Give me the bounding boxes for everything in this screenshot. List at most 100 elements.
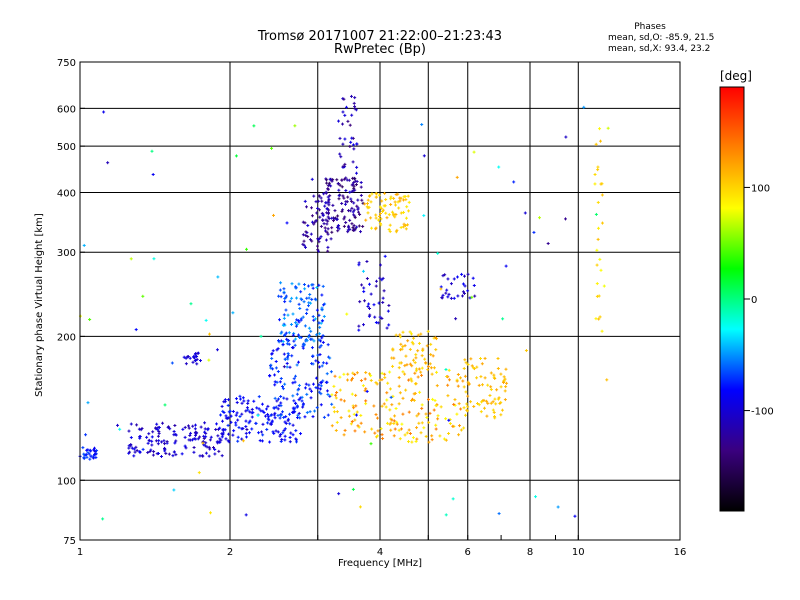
data-point <box>365 389 369 393</box>
data-point <box>400 427 404 431</box>
data-point <box>325 230 329 234</box>
data-point <box>343 215 347 219</box>
data-point <box>365 277 369 281</box>
data-point <box>279 439 283 443</box>
data-point <box>303 415 307 419</box>
data-point <box>146 451 150 455</box>
y-tick-label: 400 <box>57 188 76 199</box>
data-point <box>172 488 176 492</box>
data-point <box>317 240 321 244</box>
data-point <box>301 242 305 246</box>
data-point <box>446 394 450 398</box>
data-point <box>319 387 323 391</box>
data-point <box>359 379 363 383</box>
data-point <box>397 402 401 406</box>
data-point <box>320 336 324 340</box>
data-point <box>361 269 365 273</box>
data-point <box>141 294 145 298</box>
data-point <box>349 422 353 426</box>
data-point <box>279 432 283 436</box>
data-point <box>82 243 86 247</box>
data-point <box>435 370 439 374</box>
data-point <box>597 317 601 321</box>
data-point <box>335 225 339 229</box>
data-point <box>582 105 586 109</box>
data-point <box>281 410 285 414</box>
data-point <box>502 381 506 385</box>
data-point <box>282 428 286 432</box>
data-point <box>240 437 244 441</box>
data-point <box>480 400 484 404</box>
data-point <box>281 387 285 391</box>
data-point <box>172 429 176 433</box>
data-point <box>431 397 435 401</box>
data-point <box>275 348 279 352</box>
data-point <box>326 227 330 231</box>
data-point <box>298 416 302 420</box>
data-point <box>397 384 401 388</box>
data-point <box>486 383 490 387</box>
data-point <box>352 201 356 205</box>
data-point <box>444 513 448 517</box>
data-point <box>357 328 361 332</box>
data-point <box>294 337 298 341</box>
data-point <box>311 286 315 290</box>
data-point <box>242 399 246 403</box>
y-tick-label: 75 <box>63 536 76 547</box>
data-point <box>346 378 350 382</box>
data-point <box>276 430 280 434</box>
data-point <box>471 366 475 370</box>
data-point <box>338 388 342 392</box>
data-point <box>173 441 177 445</box>
data-point <box>226 423 230 427</box>
data-point <box>224 414 228 418</box>
data-point <box>403 433 407 437</box>
data-point <box>193 427 197 431</box>
data-point <box>265 427 269 431</box>
data-point <box>366 304 370 308</box>
data-point <box>475 376 479 380</box>
data-point <box>401 396 405 400</box>
data-point <box>135 449 139 453</box>
data-point <box>413 371 417 375</box>
data-point <box>151 453 155 457</box>
data-point <box>412 336 416 340</box>
data-point <box>352 147 356 151</box>
data-point <box>406 223 410 227</box>
data-point <box>219 413 223 417</box>
data-point <box>462 406 466 410</box>
data-point <box>479 357 483 361</box>
data-point <box>291 333 295 337</box>
data-point <box>463 374 467 378</box>
data-point <box>268 440 272 444</box>
data-point <box>392 419 396 423</box>
data-point <box>594 142 598 146</box>
data-point <box>231 409 235 413</box>
data-point <box>404 354 408 358</box>
data-point <box>501 317 505 321</box>
x-tick-label: 4 <box>377 547 383 558</box>
data-point <box>325 207 329 211</box>
data-point <box>401 412 405 416</box>
data-point <box>303 199 307 203</box>
data-point <box>283 333 287 337</box>
data-point <box>419 332 423 336</box>
data-point <box>405 363 409 367</box>
data-point <box>363 389 367 393</box>
data-point <box>440 296 444 300</box>
data-point <box>312 339 316 343</box>
data-point <box>318 353 322 357</box>
data-point <box>328 177 332 181</box>
data-point <box>92 454 96 458</box>
data-point <box>252 124 256 128</box>
data-point <box>172 433 176 437</box>
data-point <box>392 196 396 200</box>
data-point <box>426 365 430 369</box>
data-point <box>86 401 90 405</box>
data-point <box>308 410 312 414</box>
data-point <box>447 292 451 296</box>
data-point <box>352 208 356 212</box>
data-point <box>410 398 414 402</box>
data-point <box>156 428 160 432</box>
data-point <box>360 198 364 202</box>
